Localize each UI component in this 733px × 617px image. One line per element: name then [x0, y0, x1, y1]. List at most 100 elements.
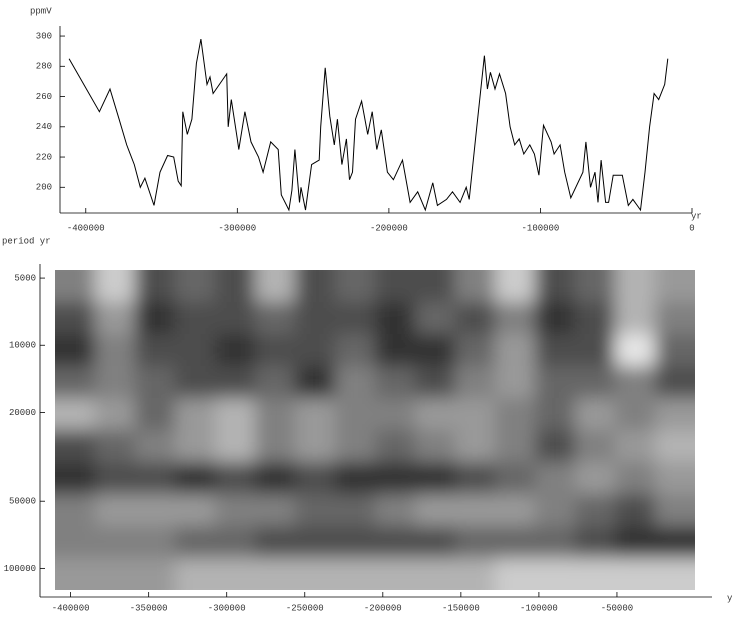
heatmap-cell	[255, 558, 296, 590]
heatmap-cell	[575, 270, 616, 303]
heatmap-cell	[215, 302, 256, 335]
heatmap-cell	[55, 462, 96, 495]
heatmap-cell	[135, 302, 176, 335]
heatmap-cell	[295, 494, 336, 527]
heatmap-cell	[135, 494, 176, 527]
heatmap-cell	[175, 270, 216, 303]
heatmap-cell	[455, 430, 496, 463]
heatmap-cell	[255, 334, 296, 367]
x-tick-label: -350000	[130, 603, 168, 613]
heatmap-cell	[175, 334, 216, 367]
heatmap-cell	[255, 398, 296, 431]
heatmap-cell	[615, 462, 656, 495]
heatmap-cell	[135, 334, 176, 367]
heatmap-cell	[375, 526, 416, 559]
heatmap-cell	[295, 430, 336, 463]
heatmap-cell	[615, 334, 656, 367]
heatmap-cell	[95, 302, 136, 335]
heatmap-cell	[615, 398, 656, 431]
heatmap-cell	[375, 430, 416, 463]
x-tick-label: -300000	[218, 223, 256, 233]
heatmap-cell	[55, 334, 96, 367]
heatmap-cell	[615, 430, 656, 463]
heatmap-cell	[535, 430, 576, 463]
heatmap-cell	[135, 462, 176, 495]
heatmap-cell	[95, 558, 136, 590]
x-tick-label: -400000	[67, 223, 105, 233]
heatmap-cell	[55, 430, 96, 463]
heatmap-cell	[575, 398, 616, 431]
heatmap-cell	[95, 366, 136, 399]
heatmap-cell	[655, 270, 695, 303]
heatmap-cell	[415, 494, 456, 527]
heatmap-cell	[575, 494, 616, 527]
heatmap-cell	[255, 430, 296, 463]
heatmap-cell	[215, 366, 256, 399]
heatmap-cell	[655, 462, 695, 495]
heatmap-cell	[535, 302, 576, 335]
heatmap-cell	[135, 270, 176, 303]
heatmap-cell	[495, 430, 536, 463]
y-tick-label: 50000	[9, 497, 36, 507]
heatmap-cell	[335, 366, 376, 399]
heatmap-cell	[215, 334, 256, 367]
heatmap-cell	[335, 302, 376, 335]
heatmap-cell	[255, 526, 296, 559]
x-tick-label: -50000	[601, 603, 633, 613]
heatmap-cell	[375, 334, 416, 367]
heatmap-cell	[415, 270, 456, 303]
heatmap-cell	[495, 366, 536, 399]
y-tick-label: 240	[36, 122, 52, 132]
heatmap-cell	[95, 526, 136, 559]
heatmap-cell	[655, 366, 695, 399]
heatmap-cell	[215, 558, 256, 590]
heatmap-cell	[175, 302, 216, 335]
x-tick-label: -100000	[520, 603, 558, 613]
heatmap-cell	[655, 526, 695, 559]
heatmap-cell	[375, 366, 416, 399]
heatmap-cell	[55, 270, 96, 303]
x-axis-label: yr	[691, 211, 702, 221]
heatmap-cell	[375, 462, 416, 495]
heatmap-cell	[575, 334, 616, 367]
heatmap-cell	[495, 558, 536, 590]
heatmap-cell	[535, 270, 576, 303]
heatmap-cell	[535, 558, 576, 590]
heatmap-cell	[295, 398, 336, 431]
heatmap-cell	[335, 558, 376, 590]
heatmap-cell	[295, 302, 336, 335]
heatmap-cell	[375, 558, 416, 590]
x-tick-label: -200000	[370, 223, 408, 233]
heatmap-cells	[55, 270, 695, 590]
heatmap-cell	[175, 558, 216, 590]
heatmap-cell	[295, 334, 336, 367]
heatmap-cell	[335, 270, 376, 303]
heatmap-cell	[215, 430, 256, 463]
heatmap-cell	[575, 366, 616, 399]
heatmap-cell	[335, 430, 376, 463]
heatmap-cell	[295, 270, 336, 303]
heatmap-cell	[175, 462, 216, 495]
heatmap-cell	[615, 526, 656, 559]
heatmap-cell	[535, 366, 576, 399]
heatmap-cell	[135, 526, 176, 559]
heatmap-cell	[175, 430, 216, 463]
heatmap-cell	[575, 430, 616, 463]
heatmap-cell	[55, 494, 96, 527]
y-tick-label: 10000	[9, 341, 36, 351]
heatmap-cell	[175, 366, 216, 399]
heatmap-cell	[95, 462, 136, 495]
y-axis-label: period yr	[2, 236, 51, 246]
heatmap-cell	[135, 430, 176, 463]
heatmap-cell	[215, 398, 256, 431]
x-tick-label: -400000	[52, 603, 90, 613]
heatmap-cell	[95, 334, 136, 367]
heatmap-cell	[615, 558, 656, 590]
data-line	[68, 39, 669, 212]
heatmap-cell	[615, 270, 656, 303]
heatmap-cell	[295, 558, 336, 590]
heatmap-cell	[615, 302, 656, 335]
heatmap-cell	[655, 558, 695, 590]
y-axis-label: ppmV	[30, 6, 52, 16]
heatmap-cell	[375, 302, 416, 335]
